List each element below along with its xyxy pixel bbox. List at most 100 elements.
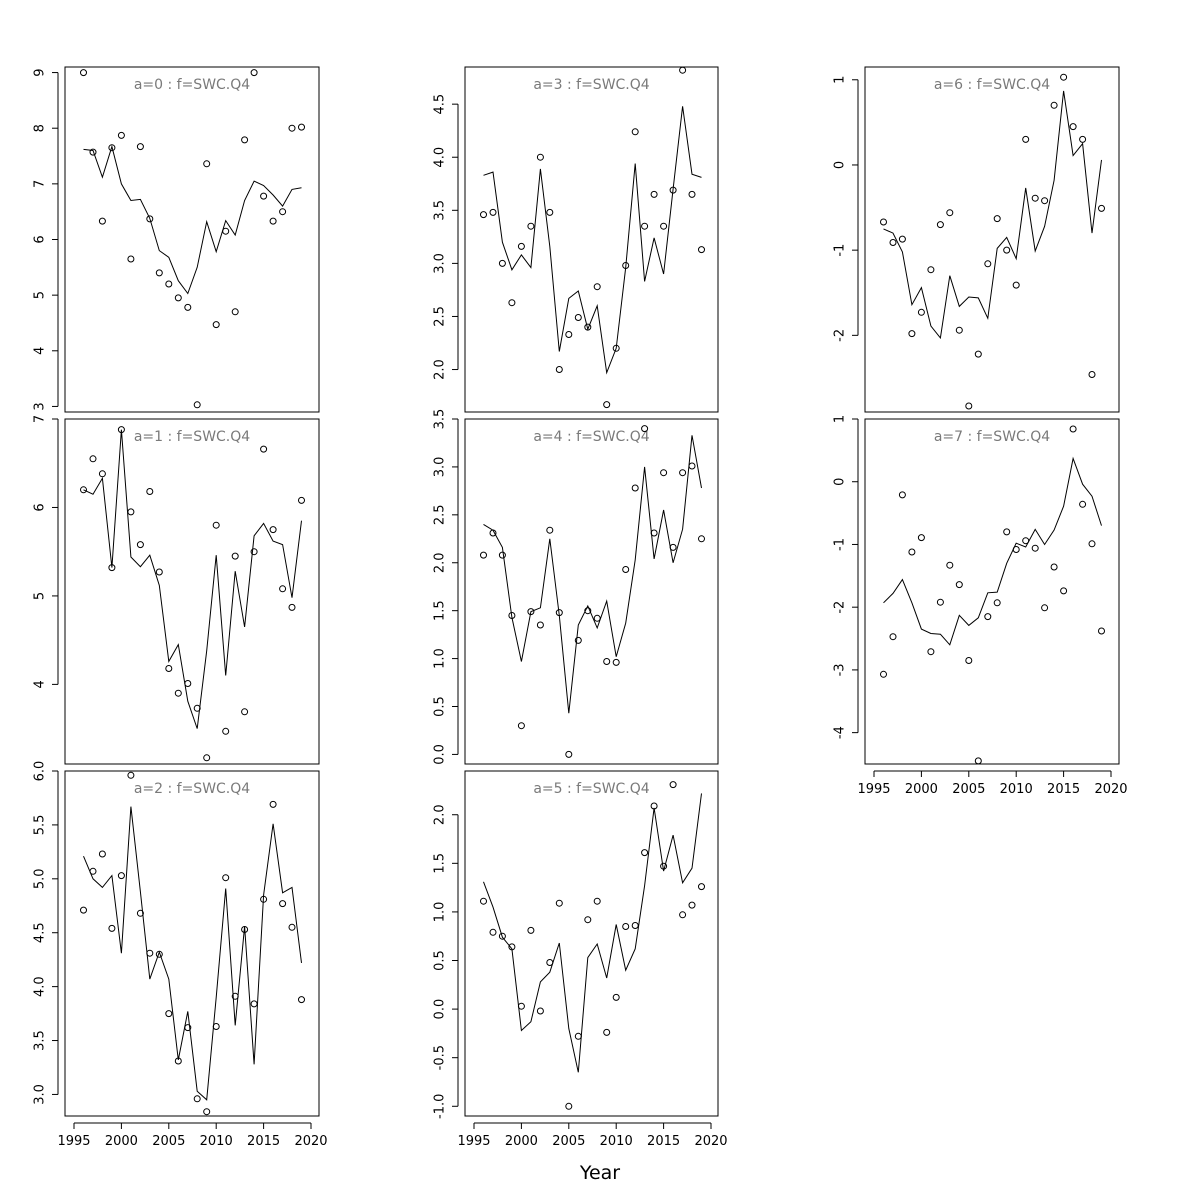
observation-point bbox=[889, 633, 897, 641]
observation-point bbox=[298, 996, 305, 1004]
panel-title: a=3 : f=SWC.Q4 bbox=[533, 77, 649, 93]
observation-point bbox=[1088, 371, 1096, 378]
observation-point bbox=[174, 294, 182, 302]
observation-point bbox=[184, 680, 192, 687]
observation-point bbox=[127, 508, 135, 516]
x-tick-label: 2020 bbox=[1094, 782, 1127, 797]
observation-point bbox=[136, 541, 144, 549]
panel-3: a=3 : f=SWC.Q4 2.0 2.5 3.0 3.5 4.0 4.5 bbox=[433, 66, 719, 413]
observation-point bbox=[250, 69, 258, 77]
y-tick-label: -1 bbox=[833, 538, 848, 551]
observation-point bbox=[165, 1010, 173, 1018]
y-tick-label: 3.0 bbox=[433, 457, 448, 478]
observation-point bbox=[241, 708, 249, 716]
observation-point bbox=[89, 148, 97, 156]
y-tick-label: 0 bbox=[833, 161, 848, 169]
y-tick-label: 5 bbox=[33, 291, 48, 299]
observation-point bbox=[1079, 135, 1087, 143]
fitted-line bbox=[483, 793, 702, 1073]
observation-point bbox=[955, 581, 963, 589]
observation-point bbox=[965, 657, 973, 664]
observation-point bbox=[622, 566, 630, 573]
y-tick-label: 6.0 bbox=[33, 761, 48, 782]
y-tick-label: 6 bbox=[33, 503, 48, 511]
y-tick-label: -1 bbox=[833, 244, 848, 257]
observation-point bbox=[612, 993, 620, 1001]
y-tick-label: 0.0 bbox=[433, 744, 448, 765]
observation-point bbox=[222, 874, 230, 882]
observation-point bbox=[80, 906, 87, 914]
observation-point bbox=[688, 462, 696, 470]
y-tick-label: 5.0 bbox=[33, 868, 48, 889]
observation-point bbox=[603, 401, 611, 409]
observation-point bbox=[98, 850, 106, 858]
observation-point bbox=[612, 658, 620, 666]
observation-point bbox=[669, 781, 677, 789]
x-tick-label: 2005 bbox=[152, 1134, 185, 1149]
y-tick-label: 4 bbox=[33, 680, 48, 688]
panel-title: a=5 : f=SWC.Q4 bbox=[533, 781, 649, 797]
observation-point bbox=[117, 872, 125, 880]
y-tick-label: 7 bbox=[33, 415, 48, 423]
y-tick-label: 1.5 bbox=[433, 600, 448, 621]
observation-point bbox=[80, 69, 87, 77]
x-tick-label: 2000 bbox=[505, 1134, 538, 1149]
observation-point bbox=[993, 215, 1001, 223]
y-tick-label: 2.5 bbox=[433, 504, 448, 525]
x-tick-label: 2005 bbox=[552, 1134, 585, 1149]
observation-point bbox=[1003, 528, 1011, 536]
observation-point bbox=[98, 217, 106, 225]
observation-point bbox=[1098, 627, 1105, 635]
observation-point bbox=[603, 658, 611, 665]
observation-point bbox=[155, 269, 163, 277]
observation-point bbox=[593, 614, 601, 622]
y-tick-label: 0.5 bbox=[433, 950, 448, 971]
observation-point bbox=[908, 330, 916, 338]
plot-frame bbox=[64, 770, 320, 1117]
fitted-line bbox=[83, 429, 302, 729]
observation-point bbox=[936, 221, 944, 229]
observation-point bbox=[631, 484, 639, 492]
observation-point bbox=[250, 1000, 258, 1008]
figure-x-axis-label: Year bbox=[579, 1162, 620, 1184]
observation-point bbox=[889, 239, 897, 246]
observation-point bbox=[203, 754, 211, 762]
observation-point bbox=[908, 548, 916, 556]
observation-point bbox=[1088, 540, 1096, 548]
observation-point bbox=[898, 235, 906, 243]
y-tick-label: 0.5 bbox=[433, 696, 448, 717]
observation-point bbox=[698, 246, 705, 254]
observation-point bbox=[298, 496, 305, 504]
observation-point bbox=[1069, 425, 1077, 433]
observation-point bbox=[136, 909, 144, 917]
observation-point bbox=[117, 131, 125, 139]
observation-point bbox=[936, 598, 944, 606]
observation-point bbox=[260, 445, 268, 453]
x-tick-label: 1995 bbox=[457, 1134, 490, 1149]
observation-point bbox=[536, 153, 544, 161]
y-tick-label: -2 bbox=[833, 329, 848, 342]
observation-point bbox=[1079, 500, 1087, 508]
observation-point bbox=[993, 599, 1001, 607]
observation-point bbox=[1031, 544, 1039, 552]
x-tick-label: 2015 bbox=[247, 1134, 280, 1149]
plot-frame bbox=[864, 418, 1120, 765]
panel-7: a=7 : f=SWC.Q4 -4 -3 -2 -1 0 1 1995 2000 2005 2010… bbox=[833, 415, 1128, 797]
observation-point bbox=[593, 283, 601, 291]
observation-point bbox=[108, 144, 116, 152]
panel-5: a=5 : f=SWC.Q4 -1.0 -0.5 0.0 0.5 1.0 1.5 2.0 199… bbox=[433, 770, 728, 1149]
y-tick-label: 3.5 bbox=[433, 409, 448, 430]
plot-frame bbox=[464, 418, 719, 765]
observation-point bbox=[1003, 246, 1011, 254]
observation-point bbox=[927, 648, 935, 656]
y-tick-label: 3 bbox=[33, 402, 48, 410]
y-tick-label: -3 bbox=[833, 663, 848, 676]
observation-point bbox=[946, 561, 954, 569]
observation-point bbox=[269, 217, 277, 225]
observation-point bbox=[965, 402, 973, 410]
observation-point bbox=[641, 849, 649, 857]
fitted-line bbox=[883, 456, 1102, 646]
y-tick-label: 6 bbox=[33, 235, 48, 243]
observation-point bbox=[1012, 281, 1020, 289]
